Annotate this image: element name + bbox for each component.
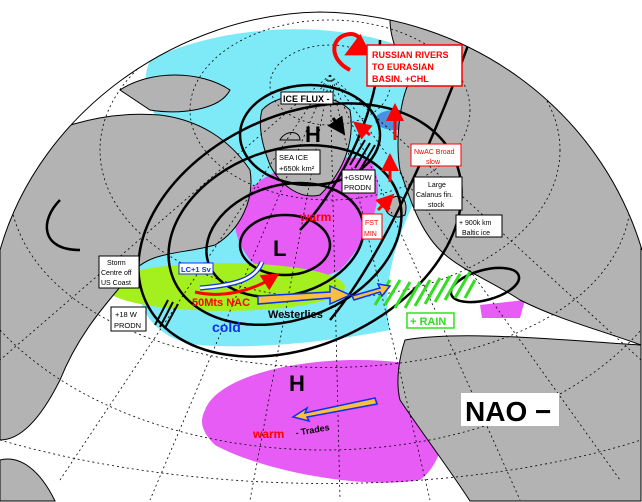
warm-south-label: warm <box>252 427 284 441</box>
russian-rivers-arrow <box>332 32 372 72</box>
westerlies-arrow <box>257 284 352 306</box>
warm-anomaly-south <box>202 360 447 483</box>
high-south-label: H <box>289 371 305 396</box>
svg-text:+ 900k km: + 900k km <box>459 220 492 227</box>
page-title: NAO − <box>465 396 551 427</box>
svg-text:Large: Large <box>428 182 446 189</box>
svg-text:PRODN: PRODN <box>344 183 371 192</box>
globe-outline <box>0 11 642 251</box>
lc-box: LC+1 Sv <box>178 262 214 275</box>
nac-label: 50Mts NAC <box>192 297 250 309</box>
warm-anomaly-med <box>480 300 525 318</box>
svg-text:FST: FST <box>365 220 379 227</box>
westerlies-label: Westerlies <box>268 309 323 321</box>
gsdw-box: +GSDW PRODN <box>341 169 376 194</box>
svg-text:BASIN. +CHL: BASIN. +CHL <box>372 74 429 84</box>
russian-rivers-box: RUSSIAN RIVERS TO EURASIAN BASIN. +CHL <box>366 44 463 87</box>
storm-centre-box: Storm Centre off US Coast <box>98 255 140 289</box>
ice-flux-box: ICE FLUX - <box>280 91 334 105</box>
calanus-box: Large Calanus fin. stock <box>413 176 463 211</box>
svg-text:Calanus fin.: Calanus fin. <box>416 192 453 199</box>
svg-text:stock: stock <box>428 202 445 209</box>
w18-box: +18 W PRODN <box>110 306 147 332</box>
svg-text:TO EURASIAN: TO EURASIAN <box>372 62 434 72</box>
nwac-box: NwAC Broad slow <box>410 143 462 167</box>
svg-text:MIN: MIN <box>364 231 377 238</box>
svg-text:NwAC Broad: NwAC Broad <box>414 149 455 156</box>
cold-label: cold <box>212 319 241 335</box>
svg-text:RUSSIAN RIVERS: RUSSIAN RIVERS <box>372 50 449 60</box>
nac-arrow <box>194 273 280 296</box>
svg-text:LC+1 Sv: LC+1 Sv <box>181 265 212 274</box>
sea-ice-box: SEA ICE +650k km² <box>275 149 321 175</box>
svg-text:Storm: Storm <box>107 260 126 267</box>
front-hatching <box>154 139 376 329</box>
svg-text:PRODN: PRODN <box>114 321 141 330</box>
svg-text:+GSDW: +GSDW <box>344 173 373 182</box>
trades-arrow <box>291 397 378 423</box>
high-north-label: H <box>305 122 321 147</box>
svg-text:ICE FLUX -: ICE FLUX - <box>283 94 330 104</box>
svg-text:+18 W: +18 W <box>115 310 138 319</box>
baltic-ice-box: + 900k km Baltic ice <box>455 214 503 238</box>
westerlies-arrow-2 <box>350 283 392 301</box>
svg-text:+ RAIN: + RAIN <box>410 316 446 328</box>
arrows <box>194 32 404 423</box>
svg-text:+650k km²: +650k km² <box>279 164 315 173</box>
fst-min-box: FST MIN <box>361 213 383 240</box>
svg-text:Baltic ice: Baltic ice <box>462 230 490 237</box>
nao-title-box: NAO − <box>461 393 559 427</box>
svg-text:Centre off: Centre off <box>101 270 132 277</box>
warm-north-label: warm <box>299 210 331 224</box>
svg-text:slow: slow <box>426 159 441 166</box>
rain-box: + RAIN <box>406 312 455 329</box>
svg-text:SEA ICE: SEA ICE <box>279 153 308 162</box>
low-label: L <box>273 236 286 261</box>
svg-text:US Coast: US Coast <box>101 280 131 287</box>
